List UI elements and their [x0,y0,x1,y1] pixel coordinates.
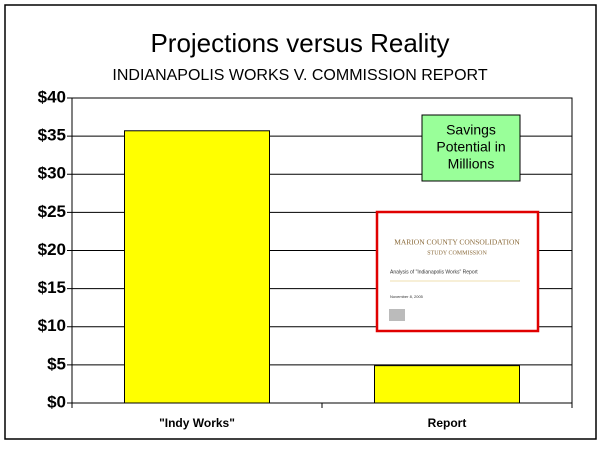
y-tick-label: $0 [47,392,66,411]
y-tick-label: $35 [38,126,66,145]
chart-subtitle: INDIANAPOLIS WORKS V. COMMISSION REPORT [112,67,487,84]
report-title: MARION COUNTY CONSOLIDATION [394,238,520,247]
y-tick-label: $10 [38,316,66,335]
report-date: November 8, 2005 [390,294,424,299]
x-tick-label: Report [428,416,467,430]
chart-title: Projections versus Reality [150,28,449,58]
report-logo [389,309,405,321]
y-tick-label: $15 [38,278,66,297]
x-tick-label: "Indy Works" [159,416,235,430]
bar [374,365,520,404]
y-tick-label: $20 [38,240,66,259]
annotation-text: Millions [448,156,495,172]
bar [124,130,270,404]
y-tick-label: $30 [38,164,66,183]
y-tick-label: $25 [38,202,66,221]
annotation-box [421,114,521,182]
y-tick-label: $40 [38,87,66,106]
report-heading: Analysis of "Indianapolis Works" Report [390,269,478,275]
annotation-text: Savings [446,122,496,138]
report-subtitle: STUDY COMMISSION [427,250,487,256]
annotation-text: Potential in [436,139,505,155]
y-tick-label: $5 [47,354,66,373]
